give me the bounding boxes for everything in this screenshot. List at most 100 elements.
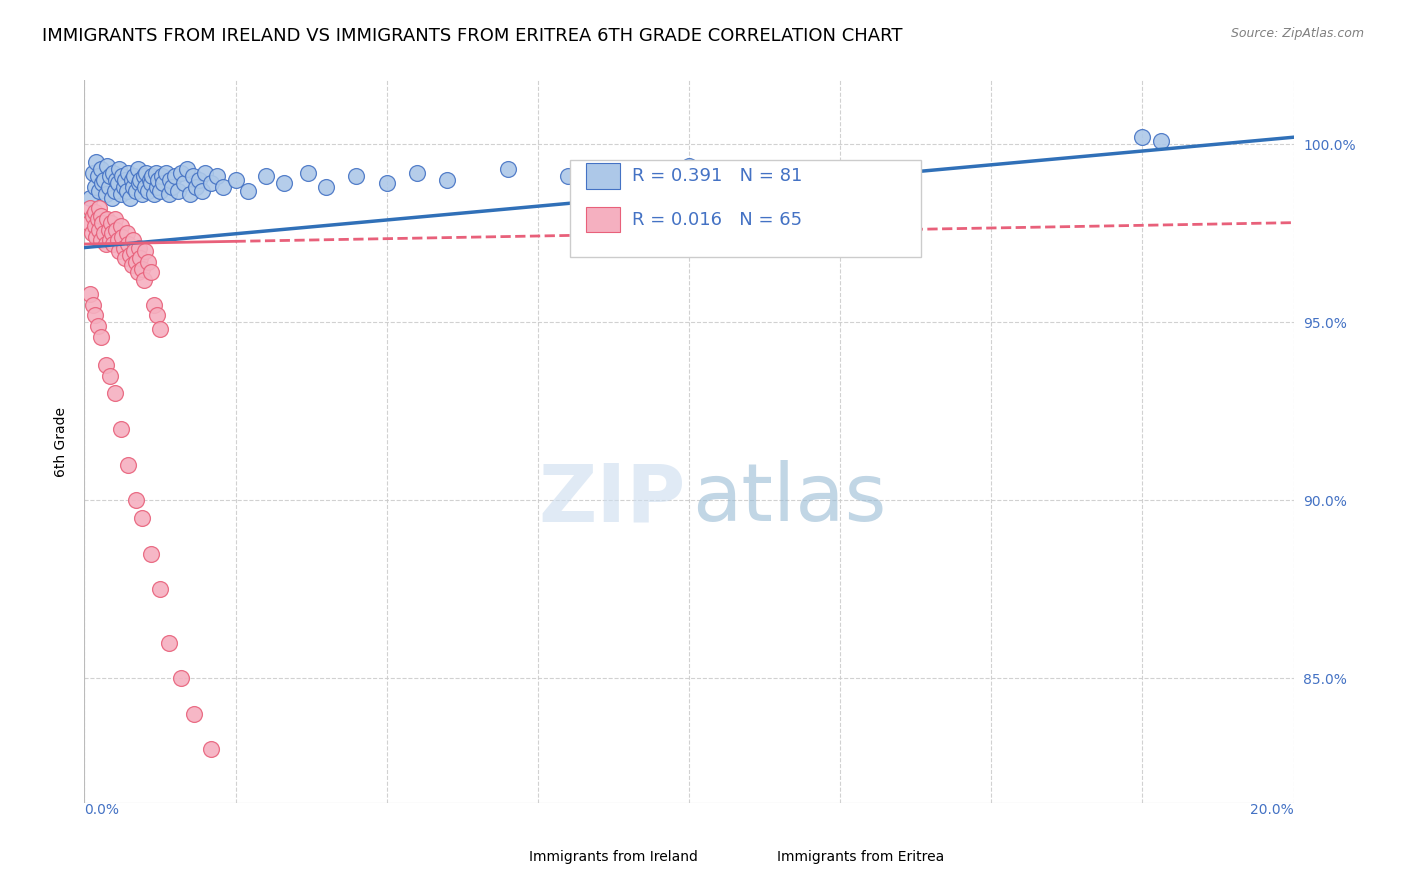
Point bbox=[1132, 130, 1154, 145]
Point bbox=[104, 386, 127, 401]
Point bbox=[149, 582, 172, 597]
Point bbox=[115, 227, 138, 241]
Point bbox=[122, 169, 145, 184]
Text: atlas: atlas bbox=[693, 460, 887, 539]
Point bbox=[188, 173, 211, 187]
Point bbox=[114, 173, 136, 187]
Point bbox=[138, 173, 160, 187]
Point bbox=[104, 223, 127, 237]
Point bbox=[155, 166, 177, 180]
Point bbox=[117, 166, 139, 180]
Point bbox=[125, 493, 148, 508]
Point bbox=[141, 169, 163, 184]
Point bbox=[152, 177, 174, 191]
Point bbox=[157, 187, 180, 202]
Point bbox=[496, 162, 519, 177]
Point bbox=[273, 177, 295, 191]
Point bbox=[93, 227, 115, 241]
Point bbox=[191, 184, 214, 198]
Point bbox=[131, 261, 153, 276]
Point bbox=[207, 169, 229, 184]
Point bbox=[135, 166, 157, 180]
Point bbox=[97, 180, 120, 194]
Point bbox=[181, 169, 204, 184]
Point bbox=[225, 173, 247, 187]
Text: Immigrants from Ireland: Immigrants from Ireland bbox=[529, 850, 699, 864]
Point bbox=[90, 234, 112, 248]
Point bbox=[107, 234, 129, 248]
Point bbox=[91, 177, 114, 191]
FancyBboxPatch shape bbox=[571, 160, 921, 257]
Point bbox=[117, 458, 139, 472]
Point bbox=[1149, 134, 1171, 148]
Point bbox=[110, 422, 132, 436]
Point bbox=[146, 180, 169, 194]
Point bbox=[173, 177, 195, 191]
Point bbox=[84, 180, 107, 194]
Point bbox=[165, 169, 187, 184]
Point bbox=[406, 166, 429, 180]
Point bbox=[176, 162, 198, 177]
Point bbox=[149, 184, 172, 198]
Point bbox=[183, 706, 205, 721]
Point bbox=[136, 254, 159, 268]
Point bbox=[131, 511, 153, 525]
Point bbox=[96, 159, 118, 173]
Point bbox=[89, 223, 111, 237]
Point bbox=[125, 254, 148, 268]
Point bbox=[115, 184, 138, 198]
Point bbox=[132, 272, 155, 286]
Point bbox=[100, 191, 122, 205]
Point bbox=[146, 308, 169, 322]
Point bbox=[145, 166, 167, 180]
Point bbox=[236, 184, 259, 198]
Point bbox=[79, 202, 101, 216]
Text: IMMIGRANTS FROM IRELAND VS IMMIGRANTS FROM ERITREA 6TH GRADE CORRELATION CHART: IMMIGRANTS FROM IRELAND VS IMMIGRANTS FR… bbox=[42, 27, 903, 45]
Point bbox=[77, 216, 100, 230]
Point bbox=[86, 169, 108, 184]
Point bbox=[94, 358, 117, 372]
Point bbox=[82, 166, 104, 180]
Point bbox=[121, 234, 143, 248]
Point bbox=[150, 169, 173, 184]
Point bbox=[96, 212, 118, 227]
Text: ZIP: ZIP bbox=[538, 460, 685, 539]
Point bbox=[90, 329, 112, 343]
Point bbox=[98, 169, 121, 184]
Point bbox=[136, 184, 159, 198]
Point bbox=[254, 169, 277, 184]
Point bbox=[104, 184, 127, 198]
Text: Source: ZipAtlas.com: Source: ZipAtlas.com bbox=[1230, 27, 1364, 40]
Point bbox=[112, 241, 135, 255]
Point bbox=[157, 635, 180, 649]
Text: R = 0.391   N = 81: R = 0.391 N = 81 bbox=[633, 168, 803, 186]
Point bbox=[139, 547, 162, 561]
Point bbox=[86, 155, 108, 169]
Point bbox=[200, 742, 222, 756]
Point bbox=[315, 180, 337, 194]
Point bbox=[107, 177, 129, 191]
Point bbox=[100, 227, 122, 241]
Point bbox=[149, 322, 172, 336]
Point bbox=[84, 205, 107, 219]
Point bbox=[436, 173, 458, 187]
Point bbox=[89, 184, 111, 198]
Point bbox=[212, 180, 235, 194]
Point bbox=[108, 244, 131, 259]
Point bbox=[108, 162, 131, 177]
Point bbox=[86, 212, 108, 227]
Point bbox=[122, 244, 145, 259]
Point bbox=[86, 318, 108, 333]
Point bbox=[129, 173, 152, 187]
Point bbox=[91, 216, 114, 230]
Point bbox=[142, 187, 165, 202]
Point bbox=[128, 241, 150, 255]
Point bbox=[170, 166, 193, 180]
Point bbox=[159, 173, 181, 187]
Point bbox=[167, 184, 190, 198]
Point bbox=[117, 237, 139, 252]
Point bbox=[94, 187, 117, 202]
Point bbox=[139, 265, 162, 279]
Point bbox=[139, 177, 162, 191]
Point bbox=[84, 308, 107, 322]
